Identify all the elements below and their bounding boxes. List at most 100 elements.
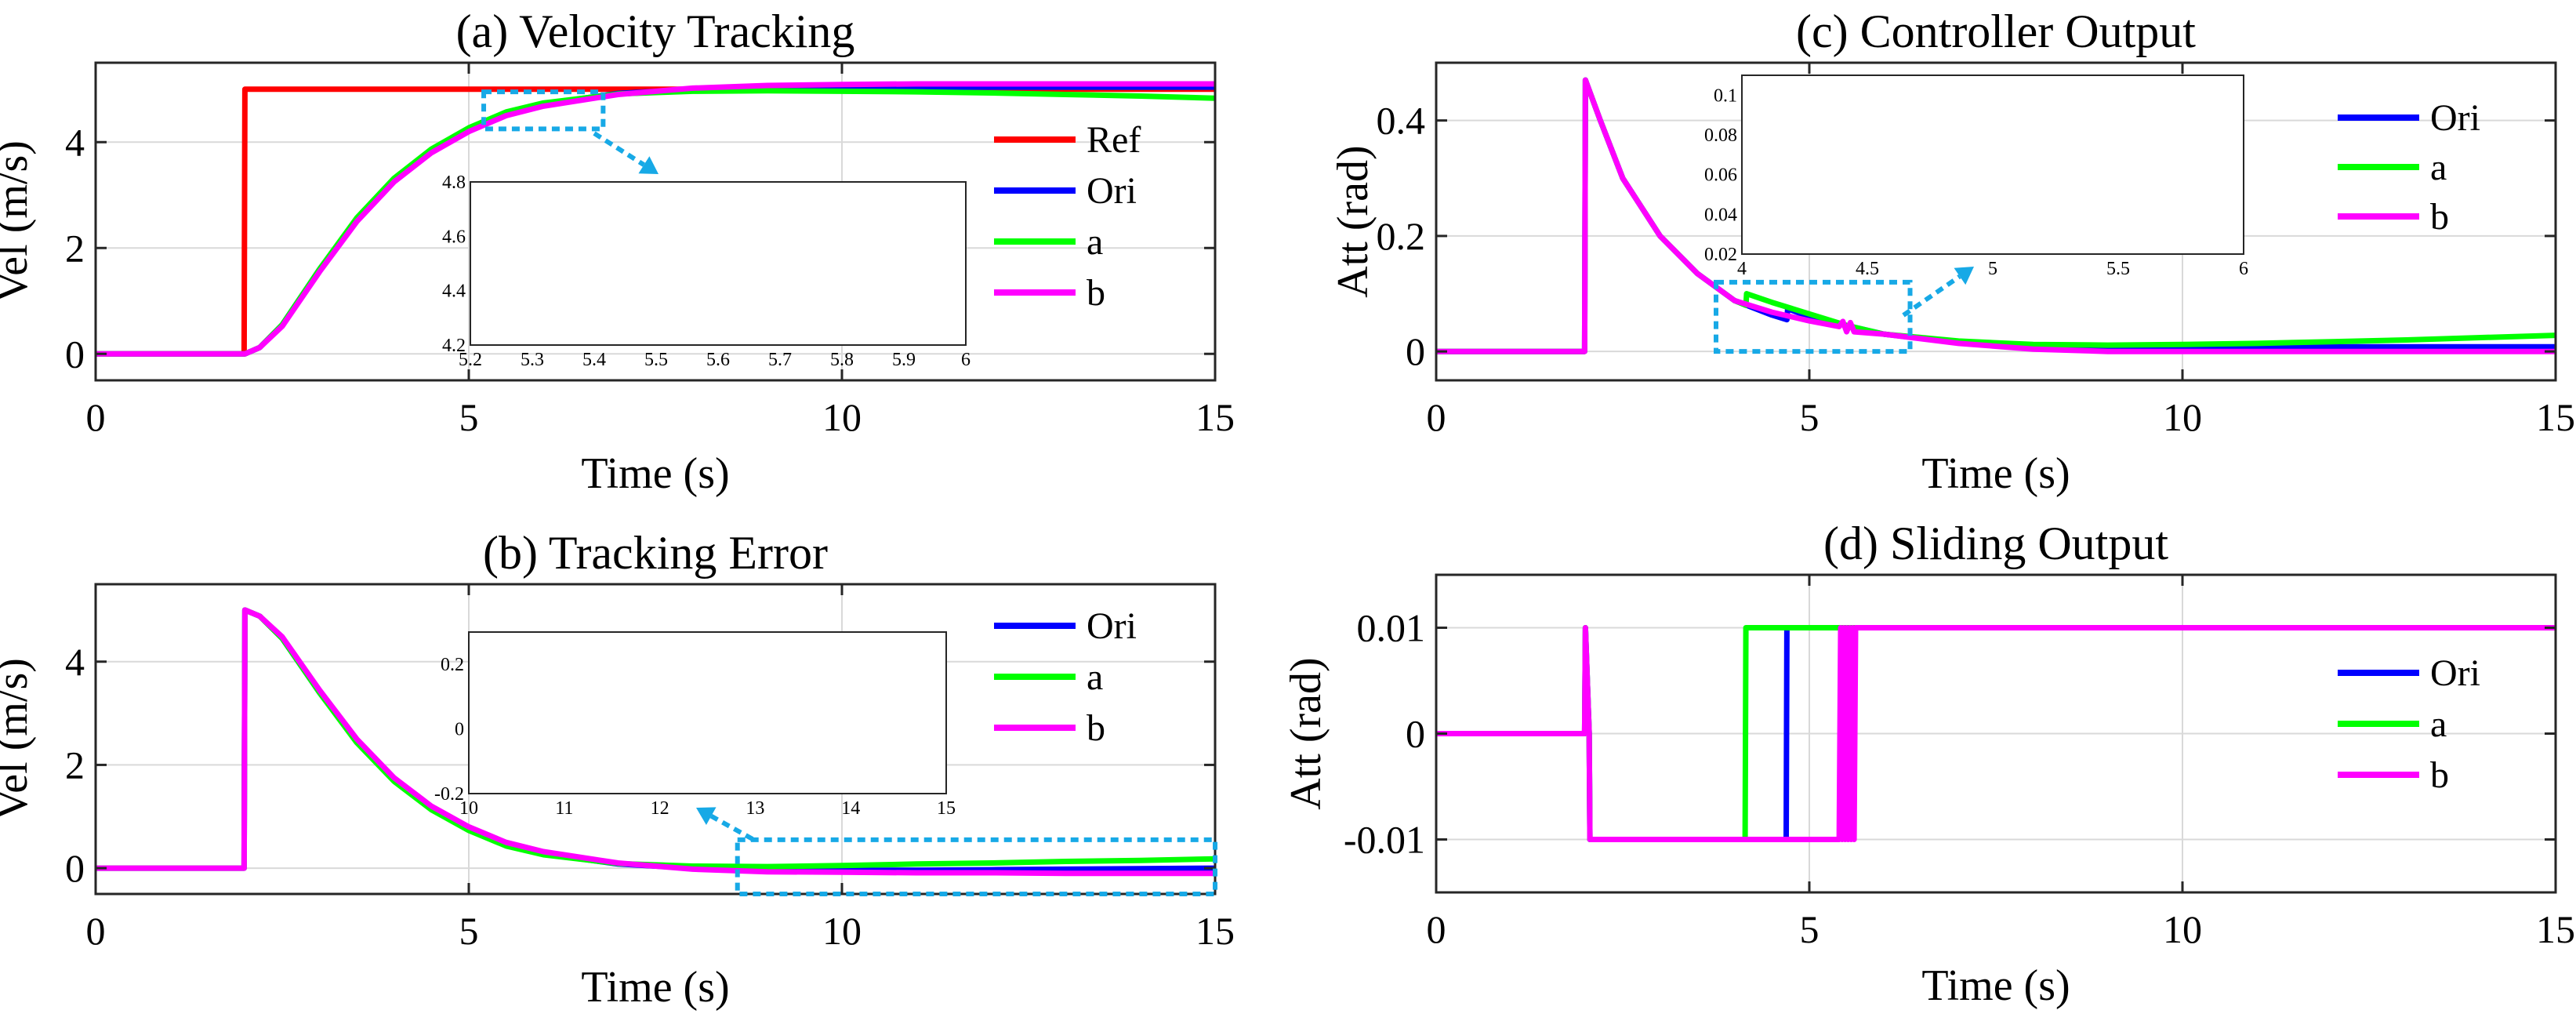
inset-x-tick-label: 15 [937, 798, 956, 819]
chart-title: (b) Tracking Error [483, 527, 828, 579]
chart-title: (d) Sliding Output [1823, 518, 2168, 569]
legend-label-a: a [2430, 147, 2447, 188]
legend: Ori ab [2338, 97, 2480, 238]
legend: Ori ab [2338, 652, 2480, 796]
series-group [1436, 625, 2556, 842]
y-axis-label: Vel (m/s) [0, 658, 37, 820]
inset-x-tick-label: 11 [555, 798, 573, 819]
inset-y-tick-label: 4.4 [442, 282, 466, 302]
x-tick-label: 5 [459, 395, 479, 439]
x-tick-label: 0 [1427, 395, 1446, 439]
inset-x-tick-label: 6 [2239, 259, 2248, 279]
inset-x-tick-label: 14 [841, 798, 860, 819]
inset-x-tick-label: 5 [1988, 259, 1997, 279]
inset-y-tick-label: -0.2 [434, 784, 464, 805]
y-tick-label: -0.01 [1344, 818, 1425, 862]
y-tick-label: 0.01 [1357, 606, 1426, 650]
chart-title: (c) Controller Output [1796, 5, 2196, 57]
series-line-b [1436, 625, 2556, 842]
inset-x-tick-label: 5.5 [644, 350, 668, 370]
inset-x-tick-label: 5.2 [459, 350, 482, 370]
y-tick-label: 0 [65, 332, 85, 376]
x-axis-label: Time (s) [581, 963, 729, 1012]
x-tick-label: 10 [2163, 907, 2202, 951]
inset-x-tick-label: 5.9 [892, 350, 916, 370]
inset-x-tick-label: 6 [961, 350, 971, 370]
x-tick-label: 15 [2536, 907, 2575, 951]
inset-y-tick-label: 4.8 [442, 173, 466, 193]
y-tick-label: 2 [65, 226, 85, 270]
inset-x-tick-label: 4.5 [1856, 259, 1879, 279]
inset-y-tick-label: 4.6 [442, 227, 466, 247]
inset-y-tick-label: 0.08 [1704, 125, 1737, 146]
series-line-b [96, 607, 1215, 877]
series-line-b [96, 81, 1215, 357]
legend-label-ori: Ori [2430, 97, 2480, 139]
inset-y-tick-label: 0.02 [1704, 245, 1737, 265]
series-group [1436, 77, 2556, 354]
inset-x-tick-label: 13 [746, 798, 764, 819]
chart-panel-b: 0 5 10 15 0 2 4 (b) Tracking Error Time (s) Vel (… [0, 527, 1235, 1012]
y-tick-label: 4 [65, 640, 85, 684]
legend-label-b: b [2430, 196, 2449, 238]
inset-axes-box [470, 181, 967, 346]
inset-x-tick-label: 5.5 [2106, 259, 2130, 279]
x-tick-label: 5 [1800, 907, 1820, 951]
inset-x-tick-label: 5.4 [582, 350, 606, 370]
legend-label-a: a [1087, 221, 1103, 263]
x-tick-label: 15 [1195, 395, 1235, 439]
inset-x-tick-label: 10 [459, 798, 478, 819]
inset-panel: 4 4.5 5 5.5 6 0.02 0.04 0.06 0.08 0.1 [1704, 74, 2248, 279]
zoom-arrow-head [696, 807, 717, 826]
axes-box [94, 583, 1217, 896]
x-tick-label: 15 [1195, 909, 1235, 953]
chart-panel-c: 0 5 10 15 0 0.2 0.4 (c) Controller Output Time (… [1329, 5, 2575, 498]
x-tick-label: 5 [1800, 395, 1820, 439]
legend-label-ori: Ori [1087, 170, 1137, 212]
inset-x-tick-label: 5.8 [830, 350, 854, 370]
y-tick-label: 0 [65, 846, 85, 890]
chart-panel-d: 0 5 10 15 -0.01 0 0.01 (d) Sliding Output Time (… [1282, 518, 2575, 1010]
x-axis-label: Time (s) [1921, 961, 2070, 1010]
inset-axes-box [1741, 74, 2244, 255]
y-tick-label: 0 [1406, 329, 1425, 373]
legend-label-ori: Ori [2430, 652, 2480, 694]
inset-panel: 10 11 12 13 14 15 -0.2 0 0.2 [434, 631, 956, 819]
inset-x-tick-label: 5.6 [706, 350, 730, 370]
inset-axes-box [468, 631, 947, 794]
legend-label-a: a [2430, 703, 2447, 745]
y-tick-label: 0.4 [1377, 99, 1426, 143]
x-tick-label: 10 [2163, 395, 2202, 439]
series-line-b [1436, 77, 2556, 354]
y-tick-label: 0 [1406, 712, 1425, 756]
legend-label-b: b [2430, 754, 2449, 796]
zoom-arrow-head [1954, 267, 1974, 285]
inset-y-tick-label: 0 [455, 720, 464, 740]
legend-label-b: b [1087, 707, 1105, 749]
zoom-arrow-line [1902, 274, 1961, 318]
x-axis-label: Time (s) [1921, 449, 2070, 498]
axes-box [1435, 61, 2557, 382]
zoom-region-box [1714, 279, 1913, 354]
chart-title: (a) Velocity Tracking [456, 5, 855, 57]
legend: Ref Ori ab [994, 119, 1141, 314]
x-axis-label: Time (s) [581, 449, 729, 498]
inset-y-tick-label: 0.06 [1704, 165, 1737, 186]
inset-y-tick-label: 4.2 [442, 336, 466, 356]
inset-y-tick-label: 0.1 [1714, 85, 1737, 106]
inset-y-tick-label: 0.2 [441, 655, 464, 675]
x-tick-label: 0 [1427, 907, 1446, 951]
legend-label-b: b [1087, 272, 1105, 314]
axes-box [94, 61, 1217, 382]
inset-x-tick-label: 12 [651, 798, 669, 819]
x-tick-label: 10 [822, 395, 862, 439]
y-axis-label: Att (rad) [1282, 657, 1330, 809]
chart-panel-a: 0 5 10 15 0 2 4 (a) Velocity Tracking Time (s) Ve… [0, 5, 1235, 498]
y-tick-label: 0.2 [1377, 214, 1426, 258]
zoom-region-box [481, 89, 606, 132]
x-tick-label: 0 [86, 909, 106, 953]
y-tick-label: 2 [65, 743, 85, 787]
y-tick-label: 4 [65, 120, 85, 164]
legend-label-a: a [1087, 656, 1103, 698]
